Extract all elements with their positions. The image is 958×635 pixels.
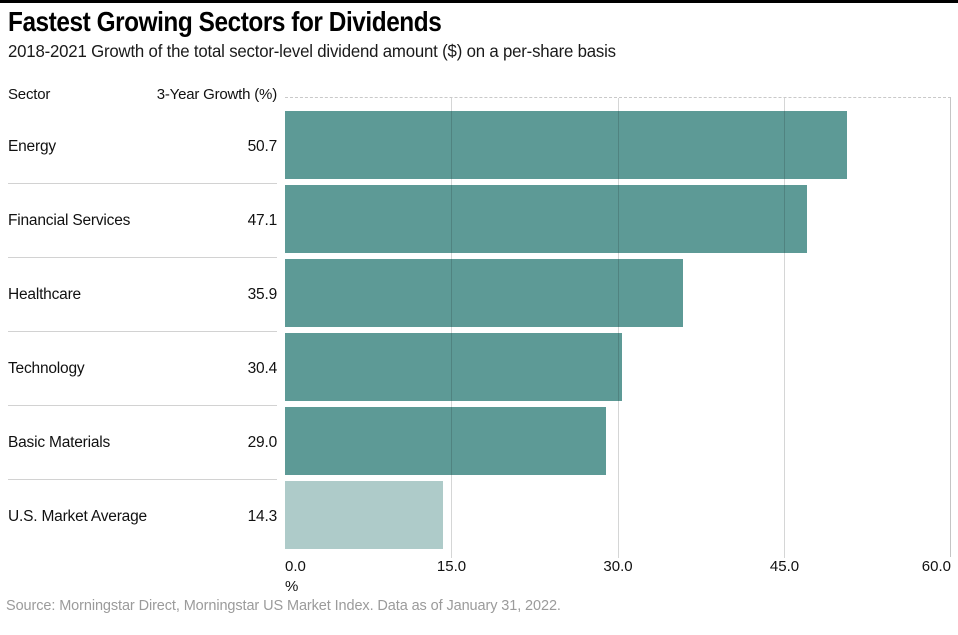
sector-label: Basic Materials [8, 433, 111, 451]
bar-u-s-market-average [285, 481, 444, 549]
x-axis-tick-label: 45.0 [769, 558, 800, 575]
x-axis-tick-label: 60.0 [921, 558, 951, 575]
sector-table: Sector 3-Year Growth (%) Energy 50.7 Finan… [8, 86, 277, 554]
growth-value: 14.3 [247, 508, 278, 525]
x-axis-unit-label: % [285, 578, 299, 595]
table-row: Energy 50.7 [8, 110, 277, 184]
sector-label: Energy [8, 137, 56, 155]
x-axis-tick-labels: 0.0 15.0 30.0 45.0 60.0 [285, 558, 951, 576]
sector-label: U.S. Market Average [8, 508, 147, 525]
growth-value: 30.4 [247, 359, 278, 377]
column-header-growth: 3-Year Growth (%) [156, 86, 277, 103]
table-row: Healthcare 35.9 [8, 258, 277, 332]
page-subtitle: 2018-2021 Growth of the total sector-lev… [8, 41, 616, 61]
table-body: Energy 50.7 Financial Services 47.1 Healthca… [8, 110, 277, 554]
x-axis-tick-label: 15.0 [436, 558, 467, 575]
top-rule-divider [0, 0, 958, 3]
sector-label: Technology [8, 359, 85, 377]
growth-value: 35.9 [247, 285, 278, 303]
table-header-row: Sector 3-Year Growth (%) [8, 86, 277, 110]
sector-label: Financial Services [8, 211, 131, 229]
table-row: U.S. Market Average 14.3 [8, 480, 277, 554]
bar-basic-materials [285, 407, 607, 475]
growth-value: 50.7 [247, 137, 278, 155]
gridline-30 [617, 98, 619, 558]
bar-technology [285, 333, 622, 401]
x-axis-tick-label: 30.0 [603, 558, 633, 575]
bar-financial-services [285, 185, 808, 253]
bar-healthcare [285, 259, 683, 327]
x-axis-tick-label: 0.0 [285, 558, 306, 575]
sector-label: Healthcare [8, 285, 81, 303]
column-header-sector: Sector [8, 86, 51, 103]
bar-energy [285, 111, 847, 179]
source-note: Source: Morningstar Direct, Morningstar … [6, 598, 561, 614]
growth-value: 47.1 [247, 211, 278, 229]
gridline-15 [451, 98, 453, 558]
page-title: Fastest Growing Sectors for Dividends [8, 6, 442, 37]
growth-value: 29.0 [247, 433, 278, 451]
gridline-45 [783, 98, 785, 558]
table-row: Basic Materials 29.0 [8, 406, 277, 480]
bar-chart-plot-area [285, 97, 951, 558]
table-row: Technology 30.4 [8, 332, 277, 406]
table-row: Financial Services 47.1 [8, 184, 277, 258]
